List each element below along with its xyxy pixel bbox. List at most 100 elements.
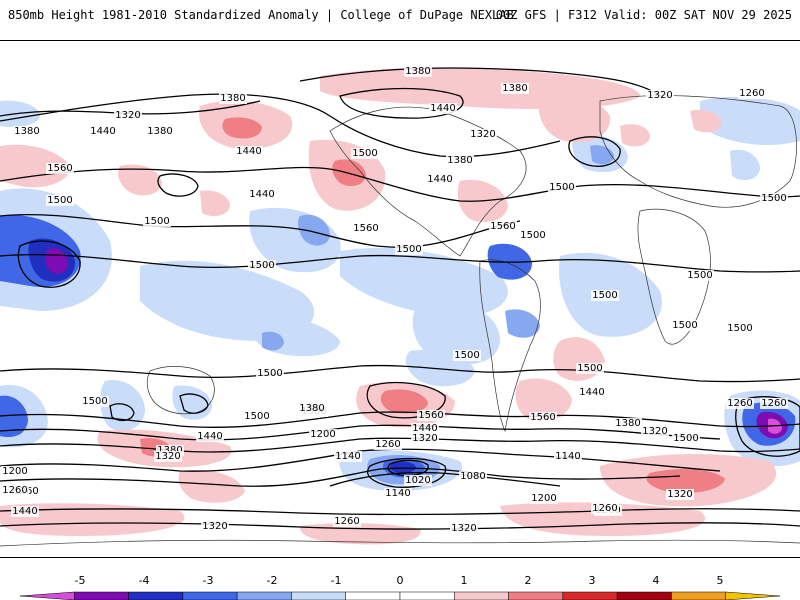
contour-label: 1380: [615, 418, 640, 429]
contour-label-bg: [459, 471, 487, 482]
anomaly-legend: -5 -4 -3 -2 -1 0 1 2 3 4 5: [19, 574, 781, 600]
contour-1500-south: [0, 364, 800, 383]
contour-label: 1260: [761, 398, 786, 409]
contour-label: 1380: [405, 66, 430, 77]
contour-label-bg: [641, 426, 669, 437]
legend-swatch: [399, 591, 455, 600]
contour-label: 1380: [220, 93, 245, 104]
contour-label: 1500: [396, 244, 421, 255]
contour-label-bg: [738, 88, 766, 99]
contour-label-bg: [453, 350, 481, 361]
contour-label-bg: [417, 410, 445, 421]
contour-label-bg: [614, 418, 642, 429]
contour-label-bg: [760, 193, 788, 204]
legend-swatch: [725, 591, 781, 600]
contour-label-bg: [219, 93, 247, 104]
contour-label-bg: [235, 146, 263, 157]
contour-label: 1380: [447, 155, 472, 166]
legend-tick-label: -1: [331, 574, 342, 587]
contour-label: 1320: [412, 433, 437, 444]
contour-label: 1500: [687, 270, 712, 281]
contour-label-bg: [143, 216, 171, 227]
contour-label-bg: [726, 323, 754, 334]
legend-swatch: [128, 591, 184, 600]
legend-color-bar: [19, 591, 781, 600]
anomaly-blob: [515, 378, 572, 422]
anomaly-blob: [262, 331, 284, 351]
anomaly-blob: [412, 300, 500, 365]
contour-label: 1260: [375, 439, 400, 450]
legend-swatch: [182, 591, 238, 600]
contour-label-bg: [760, 398, 788, 409]
legend-tick-label: 1: [461, 574, 468, 587]
contour-label-bg: [666, 489, 694, 500]
legend-ticks: -5 -4 -3 -2 -1 0 1 2 3 4 5: [75, 574, 724, 587]
contour-label: 1320: [667, 489, 692, 500]
contour-label: 1380: [502, 83, 527, 94]
coastline-africa: [637, 208, 711, 345]
anomaly-blob: [646, 469, 725, 493]
anomaly-blob: [118, 164, 162, 196]
contour-label-bg: [374, 439, 402, 450]
legend-swatch: [236, 591, 292, 600]
legend-swatch: [291, 591, 346, 600]
contour-1500-north: [0, 166, 800, 202]
contour-label-bg: [429, 103, 457, 114]
contour-1500-ring: [157, 173, 199, 197]
legend-swatch: [74, 591, 129, 600]
contour-label: 1440: [12, 506, 37, 517]
contour-label-bg: [411, 433, 439, 444]
contour-1380-ring: [568, 136, 621, 167]
contour-label-bg: [548, 182, 576, 193]
contour-label-bg: [519, 230, 547, 241]
anomaly-blob: [340, 247, 508, 316]
contour-label: 1500: [673, 433, 698, 444]
legend-tick-label: -5: [75, 574, 86, 587]
contour-label-bg: [1, 485, 29, 496]
contour-label: 1140: [385, 488, 410, 499]
contour-1080-low: [367, 457, 447, 488]
contour-label-bg: [309, 429, 337, 440]
contour-label: 1560: [490, 221, 515, 232]
anomaly-blob: [700, 96, 800, 146]
contour-label-bg: [671, 320, 699, 331]
contour-label-bg: [646, 90, 674, 101]
contour-label: 1320: [470, 129, 495, 140]
contour-1380-south: [0, 424, 721, 441]
contour-label: 1500: [249, 260, 274, 271]
anomaly-blob: [380, 389, 428, 414]
contour-1140-south: [329, 471, 561, 487]
contour-label: 1500: [257, 368, 282, 379]
contour-label-bg: [81, 396, 109, 407]
anomaly-blob: [178, 469, 245, 503]
contour-label: 1500: [244, 411, 269, 422]
legend-tick-label: 4: [653, 574, 660, 587]
contour-label-bg: [248, 260, 276, 271]
anomaly-blob: [690, 109, 722, 133]
contour-label: 1500: [549, 182, 574, 193]
contour-label-bg: [89, 126, 117, 137]
contour-1320-antarctic: [0, 522, 800, 530]
contour-label-bg: [411, 423, 439, 434]
contour-label-bg: [446, 155, 474, 166]
contour-label-bg: [333, 516, 361, 527]
anomaly-blob: [500, 502, 706, 536]
contour-label: 1260: [2, 485, 27, 496]
contour-label: 1020: [405, 475, 430, 486]
contour-label-bg: [489, 221, 517, 232]
contour-label: 1440: [430, 103, 455, 114]
contour-label: 1140: [555, 451, 580, 462]
contour-label: 1380: [14, 126, 39, 137]
contour-label: 1500: [82, 396, 107, 407]
contour-label-bg: [530, 493, 558, 504]
contour-label: 1440: [412, 423, 437, 434]
contour-label: 1440: [249, 189, 274, 200]
contour-label-bg: [404, 475, 432, 486]
anomaly-blob: [200, 190, 230, 217]
contour-label-bg: [1, 466, 29, 477]
anomaly-blob: [0, 395, 28, 438]
contour-label: 1500: [47, 195, 72, 206]
weather-map[interactable]: 1380 1380 1320 1260 1380 1440 1320 1380 1440 1320…: [0, 40, 800, 558]
